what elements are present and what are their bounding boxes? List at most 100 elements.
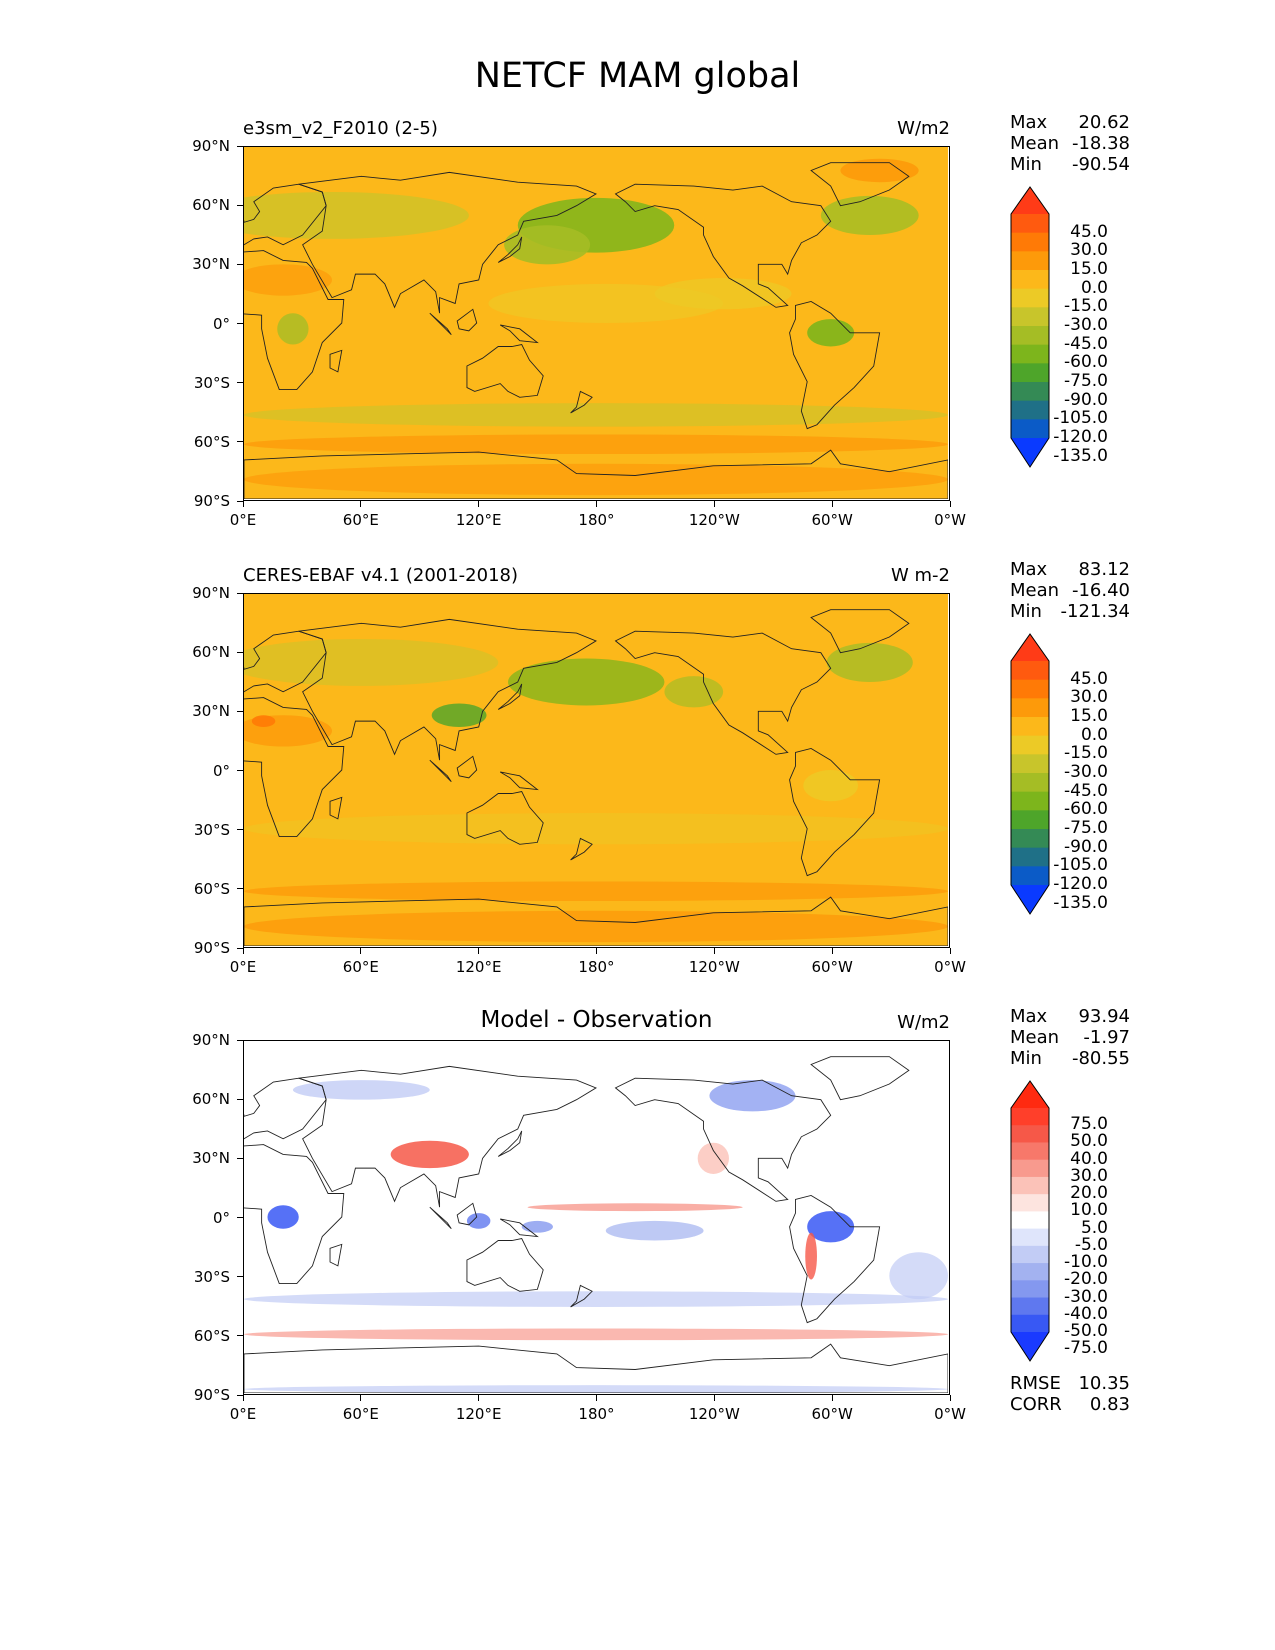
panel-difference-xtick-mark	[713, 1395, 715, 1401]
panel-observation-ytick-label: 60°S	[193, 879, 230, 898]
panel-difference-colorbar-label: -5.0	[1074, 1234, 1108, 1255]
panel-observation-xtick-mark	[360, 948, 362, 954]
panel-observation-stat-max-label: Max	[1010, 559, 1048, 580]
panel-observation-field-patch	[508, 658, 665, 706]
panel-model-stat-min-value: -90.54	[1071, 154, 1130, 175]
panel-difference-ytick-label: 90°N	[192, 1031, 230, 1049]
panel-observation-xtick-label: 60°E	[342, 958, 379, 976]
panel-model-xtick-mark	[242, 501, 244, 507]
panel-observation-colorbar-label: -60.0	[1064, 799, 1108, 820]
panel-difference-colorbar	[1010, 1080, 1050, 1366]
panel-model-colorbar-label: -135.0	[1053, 445, 1108, 466]
panel-observation-colorbar-label: 30.0	[1070, 687, 1108, 708]
panel-observation-colorbar-bin	[1011, 791, 1049, 811]
panel-model-xtick-label: 120°W	[688, 511, 740, 529]
panel-observation-colorbar-bin	[1011, 754, 1049, 774]
panel-observation-xtick-mark	[242, 948, 244, 954]
panel-difference-colorbar-label: -50.0	[1064, 1321, 1108, 1341]
panel-observation-colorbar-extend-high	[1011, 634, 1049, 661]
panel-model-ytick-label: 90°S	[193, 492, 230, 510]
panel-observation-ytick-mark	[237, 651, 243, 653]
panel-model-coastline-samerica	[789, 301, 881, 430]
panel-model-colorbar-bin	[1011, 214, 1049, 234]
panel-difference-xtick-mark	[242, 1395, 244, 1401]
panel-model-coastline-borneo	[456, 308, 478, 332]
panel-observation-stat-mean-value: -16.40	[1071, 580, 1130, 601]
panel-difference-units: W/m2	[897, 1012, 950, 1033]
panel-observation-xtick-label: 0°W	[934, 958, 966, 976]
panel-observation-stat-max: Max 83.12	[1010, 559, 1130, 580]
panel-model-stat-max-value: 20.62	[1078, 112, 1130, 133]
panel-difference-field-patch	[805, 1232, 817, 1280]
panel-difference-stat-corr: CORR 0.83	[1010, 1394, 1130, 1415]
panel-difference-colorbar-label: 40.0	[1070, 1148, 1108, 1169]
panel-observation-coastline-japan	[497, 683, 523, 710]
panel-difference-colorbar-label: 30.0	[1070, 1165, 1108, 1186]
panel-model-stat-min-label: Min	[1010, 154, 1042, 175]
panel-difference-colorbar-bin	[1011, 1211, 1049, 1230]
panel-model-coastline-asia	[298, 171, 597, 314]
panel-model-stat-max-label: Max	[1010, 112, 1048, 133]
panel-difference-coastline-asia	[298, 1065, 597, 1208]
panel-model-field-patch	[840, 158, 919, 183]
panel-observation-xtick-label: 120°W	[688, 958, 740, 976]
panel-observation-ytick-label: 30°N	[192, 702, 230, 721]
panel-observation-coastline-antarctica	[244, 896, 948, 946]
panel-model-ytick-mark	[237, 145, 243, 147]
panel-observation-colorbar-label: -135.0	[1053, 892, 1108, 913]
panel-observation-colorbar-bin	[1011, 735, 1049, 755]
panel-difference-stat-max-label: Max	[1010, 1006, 1048, 1027]
panel-model-colorbar-bin	[1011, 288, 1049, 308]
panel-model-coastline-namerica	[614, 183, 832, 308]
panel-observation-coastline-newguinea	[499, 771, 539, 791]
panel-model-coastline-newguinea	[499, 324, 539, 344]
panel-difference-ytick-mark	[237, 1157, 243, 1159]
panel-model-field-patch	[244, 403, 948, 427]
panel-model-colorbar	[1010, 186, 1050, 472]
panel-difference-ytick-label: 60°S	[193, 1326, 230, 1345]
panel-observation-colorbar-bin	[1011, 679, 1049, 699]
panel-observation-colorbar-label: -90.0	[1064, 836, 1108, 857]
panel-model-map-svg	[244, 147, 948, 499]
panel-model-ytick-label: 0°	[212, 314, 230, 333]
panel-difference-colorbar-label: 75.0	[1070, 1114, 1108, 1135]
panel-observation-colorbar-bin	[1011, 717, 1049, 737]
panel-observation-stat-min: Min -121.34	[1010, 601, 1130, 622]
panel-model-ytick-mark	[237, 323, 243, 324]
panel-observation-colorbar-bin	[1011, 661, 1049, 681]
panel-observation-ytick-mark	[237, 888, 243, 890]
panel-model-colorbar-label: -75.0	[1064, 371, 1108, 391]
panel-difference-colorbar-bin	[1011, 1125, 1049, 1143]
panel-difference-ytick-mark	[237, 1394, 243, 1396]
panel-difference-stat-rmse-label: RMSE	[1010, 1373, 1061, 1394]
panel-difference-coastline-madagascar	[329, 1243, 343, 1267]
panel-difference-coastline-nz	[570, 1284, 593, 1308]
panel-model-colorbar-bin	[1011, 382, 1049, 402]
panel-model-xtick-mark	[831, 501, 833, 507]
panel-observation-coastline-asia	[298, 618, 597, 761]
panel-difference-colorbar-bin	[1011, 1159, 1049, 1178]
panel-observation-stat-max-value: 83.12	[1078, 559, 1130, 580]
panel-model-ytick-mark	[237, 204, 243, 206]
panel-difference-colorbar-bin	[1011, 1314, 1049, 1333]
panel-model-stat-mean-value: -18.38	[1071, 133, 1130, 154]
panel-difference-stat-max-value: 93.94	[1078, 1006, 1130, 1027]
panel-difference-colorbar-label: 5.0	[1080, 1217, 1108, 1238]
panel-difference-colorbar-label: -75.0	[1064, 1338, 1108, 1359]
panel-observation-ytick-label: 30°S	[193, 820, 230, 839]
panel-model-colorbar-label: -45.0	[1064, 333, 1108, 354]
panel-difference-coastline-indonesia1	[429, 1206, 452, 1230]
panel-model-stat-mean-label: Mean	[1010, 133, 1060, 154]
panel-observation-units: W m-2	[890, 565, 950, 586]
panel-difference-coastline-namerica	[614, 1077, 832, 1202]
panel-difference-colorbar-bin	[1011, 1108, 1049, 1126]
panel-observation-ytick-label: 90°S	[193, 939, 230, 957]
panel-difference-colorbar-label: -10.0	[1064, 1252, 1108, 1273]
panel-model-field-patch	[820, 195, 919, 235]
panel-model-ytick-mark	[237, 441, 243, 443]
panel-model-stat-max: Max 20.62	[1010, 112, 1130, 133]
panel-model-colorbar-bin	[1011, 270, 1049, 290]
panel-model-field-patch	[244, 463, 948, 496]
panel-difference-coastline-borneo	[456, 1202, 478, 1226]
panel-model-xtick-label: 60°E	[342, 511, 379, 529]
